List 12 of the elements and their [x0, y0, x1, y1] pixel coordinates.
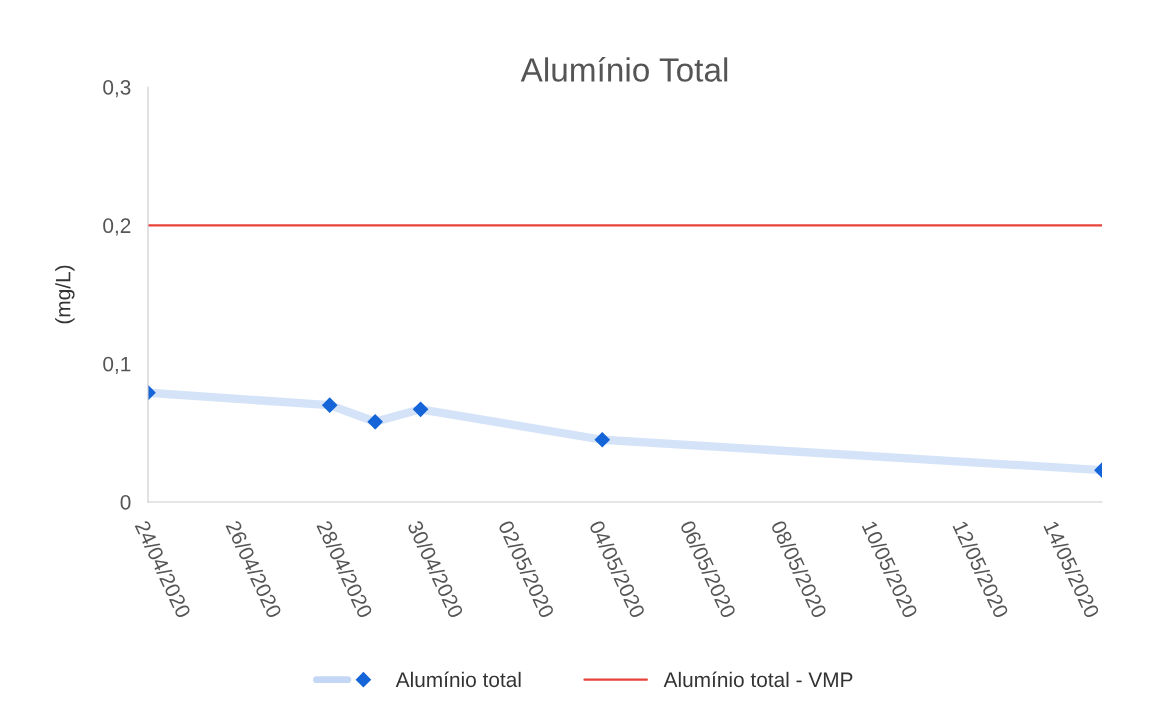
point: [367, 414, 383, 430]
legend-label: Alumínio total: [395, 671, 521, 688]
point: [322, 397, 338, 413]
y-axis-title: (mg/L): [55, 265, 75, 324]
y-tick-label: 0,2: [103, 218, 131, 236]
point: [594, 432, 610, 448]
point: [413, 401, 429, 417]
chart-title: Alumínio Total: [520, 56, 728, 82]
y-tick-label: 0,1: [103, 356, 131, 374]
legend-label: Alumínio total - VMP: [663, 671, 853, 688]
y-tick-label: 0,3: [103, 80, 131, 98]
y-tick-label: 0: [120, 495, 131, 510]
